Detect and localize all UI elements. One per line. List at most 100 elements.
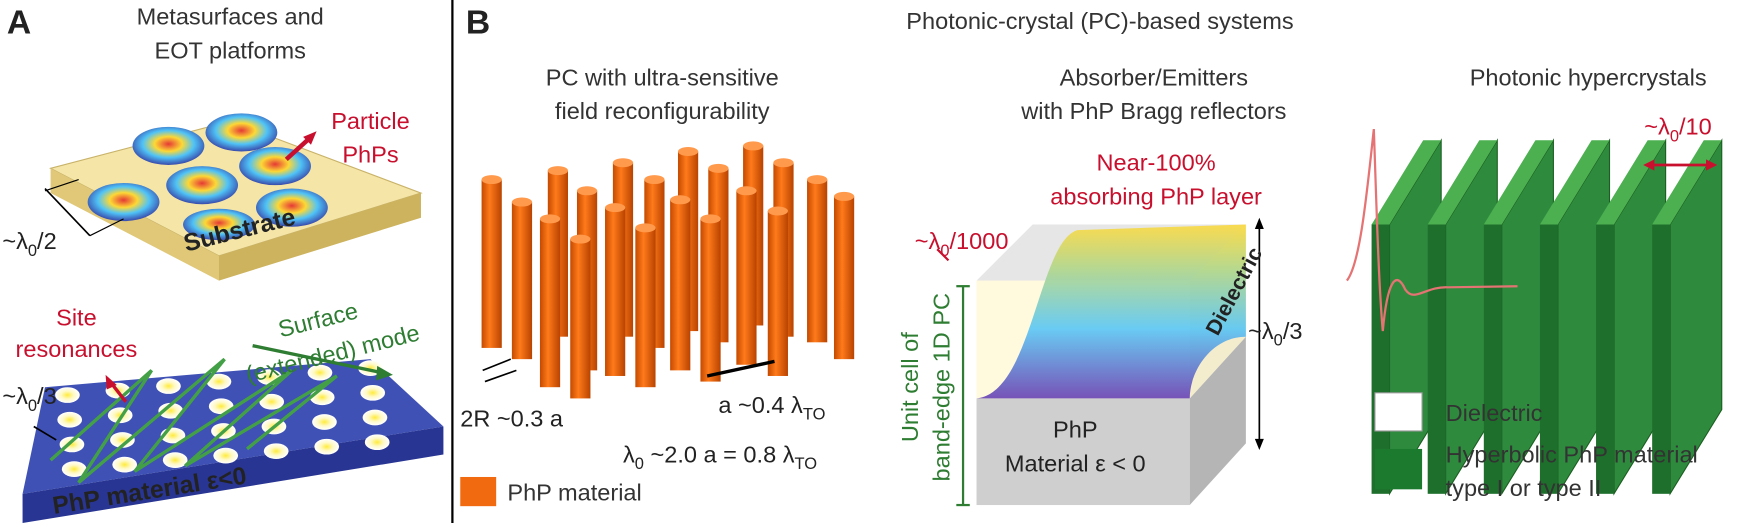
site-dot (364, 434, 390, 451)
absorber-stack (936, 217, 1264, 507)
slab-top (1483, 140, 1554, 225)
legend-swatch (1374, 448, 1423, 490)
text-part: /10 (1679, 114, 1712, 140)
site-label: resonances (16, 336, 138, 362)
panel-title: Metasurfaces and (137, 4, 324, 30)
site-dot (362, 409, 388, 426)
text-part: λ (623, 441, 635, 467)
site-dot (309, 389, 335, 406)
slab-top (1539, 140, 1610, 225)
site-dot (156, 378, 181, 394)
cylinder-top (547, 166, 568, 176)
cylinder-top (807, 175, 828, 185)
panel-title: EOT platforms (154, 37, 305, 63)
subscript: TO (803, 406, 826, 424)
absorber-title: with PhP Bragg reflectors (1020, 98, 1286, 124)
cylinders (481, 141, 855, 399)
slab-front (1539, 224, 1558, 494)
site-dot (110, 432, 135, 448)
cylinder-top (539, 214, 561, 224)
wavelength-label: λ0 ~2.0 a = 0.8 λTO (623, 441, 817, 473)
slab-front (1483, 224, 1502, 494)
unit-cell-label: Unit cell of (897, 332, 923, 442)
cylinder-top (644, 175, 665, 185)
subscript: 0 (28, 397, 37, 415)
text-part: /3 (1283, 318, 1303, 344)
slab-front (1427, 224, 1446, 494)
cylinder (570, 239, 591, 399)
cylinder (670, 199, 691, 371)
cylinder-top (736, 186, 757, 196)
cylinder-top (708, 163, 729, 173)
hyper-title: Photonic hypercrystals (1470, 64, 1707, 90)
particle-label: Particle (331, 108, 410, 134)
legend-swatch (1374, 392, 1423, 432)
particle-label: PhPs (342, 142, 398, 168)
subscript: 0 (635, 455, 644, 473)
php-label: PhP (1053, 417, 1098, 443)
cylinder (511, 202, 533, 360)
site-label: Site (56, 304, 97, 330)
cylinder-top (833, 191, 855, 201)
subscript: TO (795, 455, 818, 473)
php-plate (22, 344, 444, 523)
cylinder (736, 190, 757, 365)
slab-front (1596, 224, 1614, 494)
panel-letter: B (466, 5, 490, 42)
period-label: ~λ0/2 (2, 228, 56, 260)
cylinder (539, 218, 561, 388)
substrate (44, 113, 423, 281)
subscript: 0 (1274, 332, 1283, 350)
text-part: /1000 (949, 228, 1008, 254)
subscript: 0 (28, 242, 37, 260)
field-profile (1345, 128, 1518, 332)
period-label: ~λ0/3 (2, 383, 56, 415)
cylinder (605, 207, 626, 376)
unit-cell-label: band-edge 1D PC (929, 293, 955, 482)
site-dot (263, 443, 289, 460)
site-dot (55, 387, 80, 403)
cylinder-top (767, 206, 788, 216)
period-label: ~λ0/10 (1644, 114, 1711, 146)
cylinder (807, 179, 828, 343)
radius-label: 2R ~0.3 a (460, 405, 564, 431)
cylinder-top (605, 203, 626, 213)
legend-label: type I or type II (1446, 475, 1602, 501)
panel-letter: A (7, 5, 31, 42)
cylinder-top (481, 175, 502, 185)
slab-top (1427, 140, 1498, 225)
legend-label: Dielectric (1446, 400, 1543, 426)
cylinder-top (743, 141, 764, 151)
text-part: ~2.0 a = 0.8 λ (644, 441, 795, 467)
site-dot (213, 447, 239, 464)
site-dot (307, 364, 333, 381)
site-dot (61, 461, 87, 477)
text-part: ~λ (1644, 114, 1670, 140)
cylinder-top (570, 234, 591, 244)
lattice-label: a ~0.4 λTO (718, 392, 825, 424)
cylinder (635, 227, 656, 388)
cylinder-top (612, 158, 634, 168)
site-dot (112, 456, 138, 473)
text-part: /3 (37, 383, 57, 409)
slab-top (1652, 140, 1722, 225)
cylinder-top (635, 223, 656, 233)
layer-label: absorbing PhP layer (1050, 183, 1262, 209)
slab-top (1596, 140, 1666, 225)
site-dot (162, 452, 188, 469)
site-dot (360, 384, 386, 401)
absorber-title: Absorber/Emitters (1060, 64, 1248, 90)
site-dot (314, 438, 340, 455)
cylinder-top (677, 147, 699, 157)
text-part: a ~0.4 λ (718, 392, 803, 418)
text-part: ~λ (915, 228, 941, 254)
slab-top (1371, 140, 1442, 225)
pc-title: field reconfigurability (555, 98, 770, 124)
pc-title: PC with ultra-sensitive (546, 64, 779, 90)
period-label: ~λ0/3 (1248, 318, 1302, 350)
text-part: ~λ (1248, 318, 1274, 344)
text-part: ~λ (2, 228, 28, 254)
site-dot (158, 402, 184, 419)
subscript: 0 (1670, 127, 1679, 145)
